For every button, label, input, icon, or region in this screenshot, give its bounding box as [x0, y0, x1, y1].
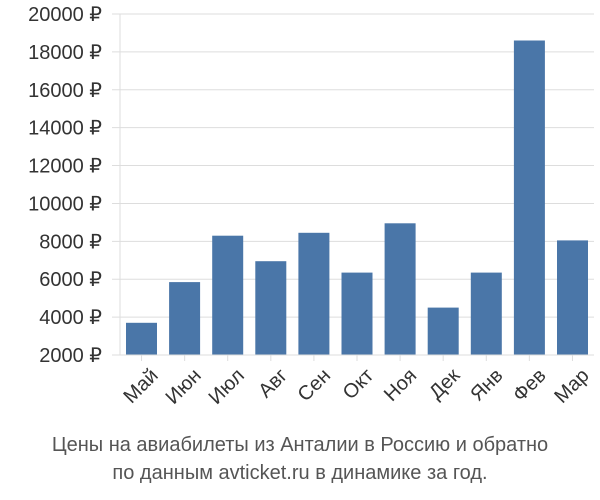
y-axis-ticks: 2000 ₽ 4000 ₽ 6000 ₽ 8000 ₽ 10000 ₽ 12000 ₽ 14…: [28, 4, 102, 367]
y-tick-label: 18000 ₽: [28, 42, 102, 64]
chart-caption-line-2: по данным avticket.ru в динамике за год.: [112, 462, 488, 484]
y-tick-label: 20000 ₽: [28, 4, 102, 26]
y-tick-label: 10000 ₽: [28, 193, 102, 215]
y-tick-label: 8000 ₽: [39, 231, 102, 253]
chart-caption-line-1: Цены на авиабилеты из Анталии в Россию и…: [51, 434, 549, 456]
bar-6: [384, 223, 416, 355]
y-tick-label: 2000 ₽: [39, 345, 102, 367]
x-tick-label: Ноя: [380, 365, 421, 406]
y-tick-label: 12000 ₽: [28, 156, 102, 178]
x-tick-label: Июл: [205, 365, 249, 409]
bar-10: [557, 240, 588, 355]
y-tick-label: 14000 ₽: [28, 118, 102, 140]
bar-2: [212, 235, 244, 355]
bar-1: [169, 282, 201, 355]
bar-0: [126, 322, 157, 355]
x-tick-label: Сен: [294, 365, 335, 406]
bars: [126, 40, 588, 355]
bar-3: [255, 261, 287, 355]
y-tick-label: 4000 ₽: [39, 307, 102, 329]
axes: [112, 14, 594, 356]
x-tick-label: Янв: [466, 365, 507, 406]
x-tick-label: Июн: [162, 365, 206, 409]
x-tick-label: Авг: [254, 365, 292, 403]
x-tick-label: Май: [119, 365, 162, 408]
x-tick-label: Фев: [509, 365, 551, 407]
y-tick-label: 6000 ₽: [39, 269, 102, 291]
bar-9: [513, 40, 545, 355]
x-tick-label: Мар: [550, 365, 593, 408]
bar-4: [298, 232, 330, 355]
bar-8: [470, 272, 502, 355]
bar-7: [427, 307, 459, 355]
y-tick-label: 16000 ₽: [28, 80, 102, 102]
bar-5: [341, 272, 373, 355]
x-tick-label: Дек: [425, 364, 464, 403]
x-tick-label: Окт: [339, 365, 378, 404]
bar-chart: 2000 ₽ 4000 ₽ 6000 ₽ 8000 ₽ 10000 ₽ 12000 ₽ 14…: [28, 4, 594, 409]
